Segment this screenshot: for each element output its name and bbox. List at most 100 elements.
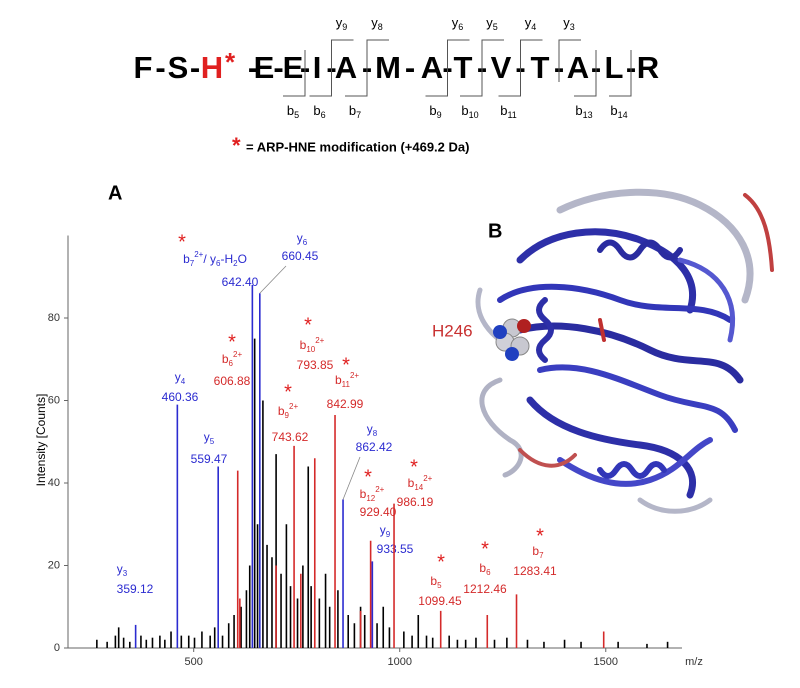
mz-label: 743.62 <box>272 430 309 444</box>
fragment-index: 5 <box>294 110 299 120</box>
ion-label-part: 9 <box>386 530 391 539</box>
b-fragment-bracket <box>309 50 332 97</box>
ion-label-part: 2+ <box>350 371 359 380</box>
ion-label-part: b <box>360 487 367 501</box>
y-tick-label: 20 <box>48 559 60 571</box>
fragment-letter: y <box>336 15 343 30</box>
ion-label: y5 <box>204 430 215 446</box>
ion-label-part: b <box>222 352 229 366</box>
ion-label: y6 <box>297 231 308 247</box>
ion-label-part: 5 <box>437 581 442 590</box>
residue: M <box>375 50 401 85</box>
panel-label: A <box>108 182 122 204</box>
ion-label: b112+ <box>335 371 359 389</box>
fragment-label: y3 <box>563 15 575 32</box>
separator: - <box>273 50 283 85</box>
ion-label: b92+ <box>278 402 299 420</box>
fragment-index: 5 <box>493 22 498 32</box>
ion-label-part: b <box>532 544 539 558</box>
fragment-label: b7 <box>349 103 361 120</box>
ion-label-part: 2 <box>233 259 238 268</box>
ion-label-part: y <box>204 430 210 444</box>
ion-label-part: 14 <box>414 483 423 492</box>
ion-label-part: b <box>430 574 437 588</box>
ion-label-part: O <box>238 252 247 266</box>
mz-label: 660.45 <box>282 249 319 263</box>
mz-label: 929.40 <box>360 505 397 519</box>
residue: E <box>283 50 304 85</box>
residue: T <box>454 50 473 85</box>
y-fragment-bracket <box>558 39 581 82</box>
x-tick-label: 500 <box>185 656 203 668</box>
residue: F <box>134 50 153 85</box>
ion-label-part: 2+ <box>289 402 298 411</box>
fragment-index: 4 <box>531 22 536 32</box>
residue: A <box>567 50 589 85</box>
fragment-letter: y <box>563 15 570 30</box>
leader-line <box>259 265 287 294</box>
ion-label-part: -H <box>220 252 233 266</box>
mz-label: 933.55 <box>377 542 414 556</box>
ion-label-part: 11 <box>342 380 351 389</box>
ion-label-part: 12 <box>366 494 375 503</box>
fragment-letter: b <box>349 103 356 118</box>
ion-label: b62+ <box>222 350 243 368</box>
fragment-index: 9 <box>437 110 442 120</box>
fragment-label: y8 <box>371 15 383 32</box>
ion-label: b7 <box>532 544 544 560</box>
mz-label: 793.85 <box>297 358 334 372</box>
residue: E <box>254 50 275 85</box>
fragment-label: b5 <box>287 103 299 120</box>
residue: T <box>531 50 550 85</box>
ion-label-part: 2+ <box>315 336 324 345</box>
fragment-label: b9 <box>429 103 441 120</box>
residue: S <box>168 50 189 85</box>
ion-label-part: 7 <box>539 551 544 560</box>
modification-mark: * <box>342 354 350 376</box>
fragment-label: y6 <box>452 15 464 32</box>
leader-line <box>342 456 361 500</box>
ion-label-part: b <box>335 373 342 387</box>
fragment-index: 10 <box>469 110 479 120</box>
ion-label: b102+ <box>300 336 325 354</box>
modification-mark: * <box>304 314 312 336</box>
fragment-index: 13 <box>583 110 593 120</box>
residue: I <box>313 50 322 85</box>
ion-label-part: b <box>183 252 190 266</box>
y-tick-label: 60 <box>48 394 60 406</box>
ion-label-part: 9 <box>285 411 290 420</box>
b-fragment-bracket <box>574 50 597 97</box>
ion-label: y9 <box>380 523 391 539</box>
fragment-index: 7 <box>356 110 361 120</box>
mz-label: 986.19 <box>397 495 434 509</box>
ion-label-part: 10 <box>306 345 315 354</box>
ion-label: b5 <box>430 574 442 590</box>
ion-label-part: 3 <box>123 569 128 578</box>
separator: - <box>190 50 200 85</box>
mz-label: 359.12 <box>117 582 154 596</box>
mz-label: 1099.45 <box>418 594 462 608</box>
ion-label-part: 6 <box>303 238 308 247</box>
modification-mark: * <box>481 538 489 560</box>
residue: L <box>605 50 624 85</box>
ion-label-part: y <box>380 523 386 537</box>
ion-label-part: y <box>117 562 123 576</box>
residue: A <box>335 50 357 85</box>
fragment-label: y9 <box>336 15 348 32</box>
fragment-letter: y <box>452 15 459 30</box>
fragment-index: 3 <box>570 22 575 32</box>
fragment-label: b13 <box>575 103 592 120</box>
residue: H <box>201 50 223 85</box>
mz-label: 842.99 <box>327 397 364 411</box>
mz-label: 1283.41 <box>513 564 557 578</box>
mz-label: 460.36 <box>162 390 199 404</box>
fragment-letter: y <box>525 15 532 30</box>
fragment-index: 8 <box>378 22 383 32</box>
x-tick-label: 1500 <box>594 656 618 668</box>
y-tick-label: 40 <box>48 477 60 489</box>
y-axis-label: Intensity [Counts] <box>34 394 48 487</box>
fragment-label: b10 <box>461 103 478 120</box>
fragment-label: b14 <box>610 103 627 120</box>
fragment-index: 6 <box>321 110 326 120</box>
